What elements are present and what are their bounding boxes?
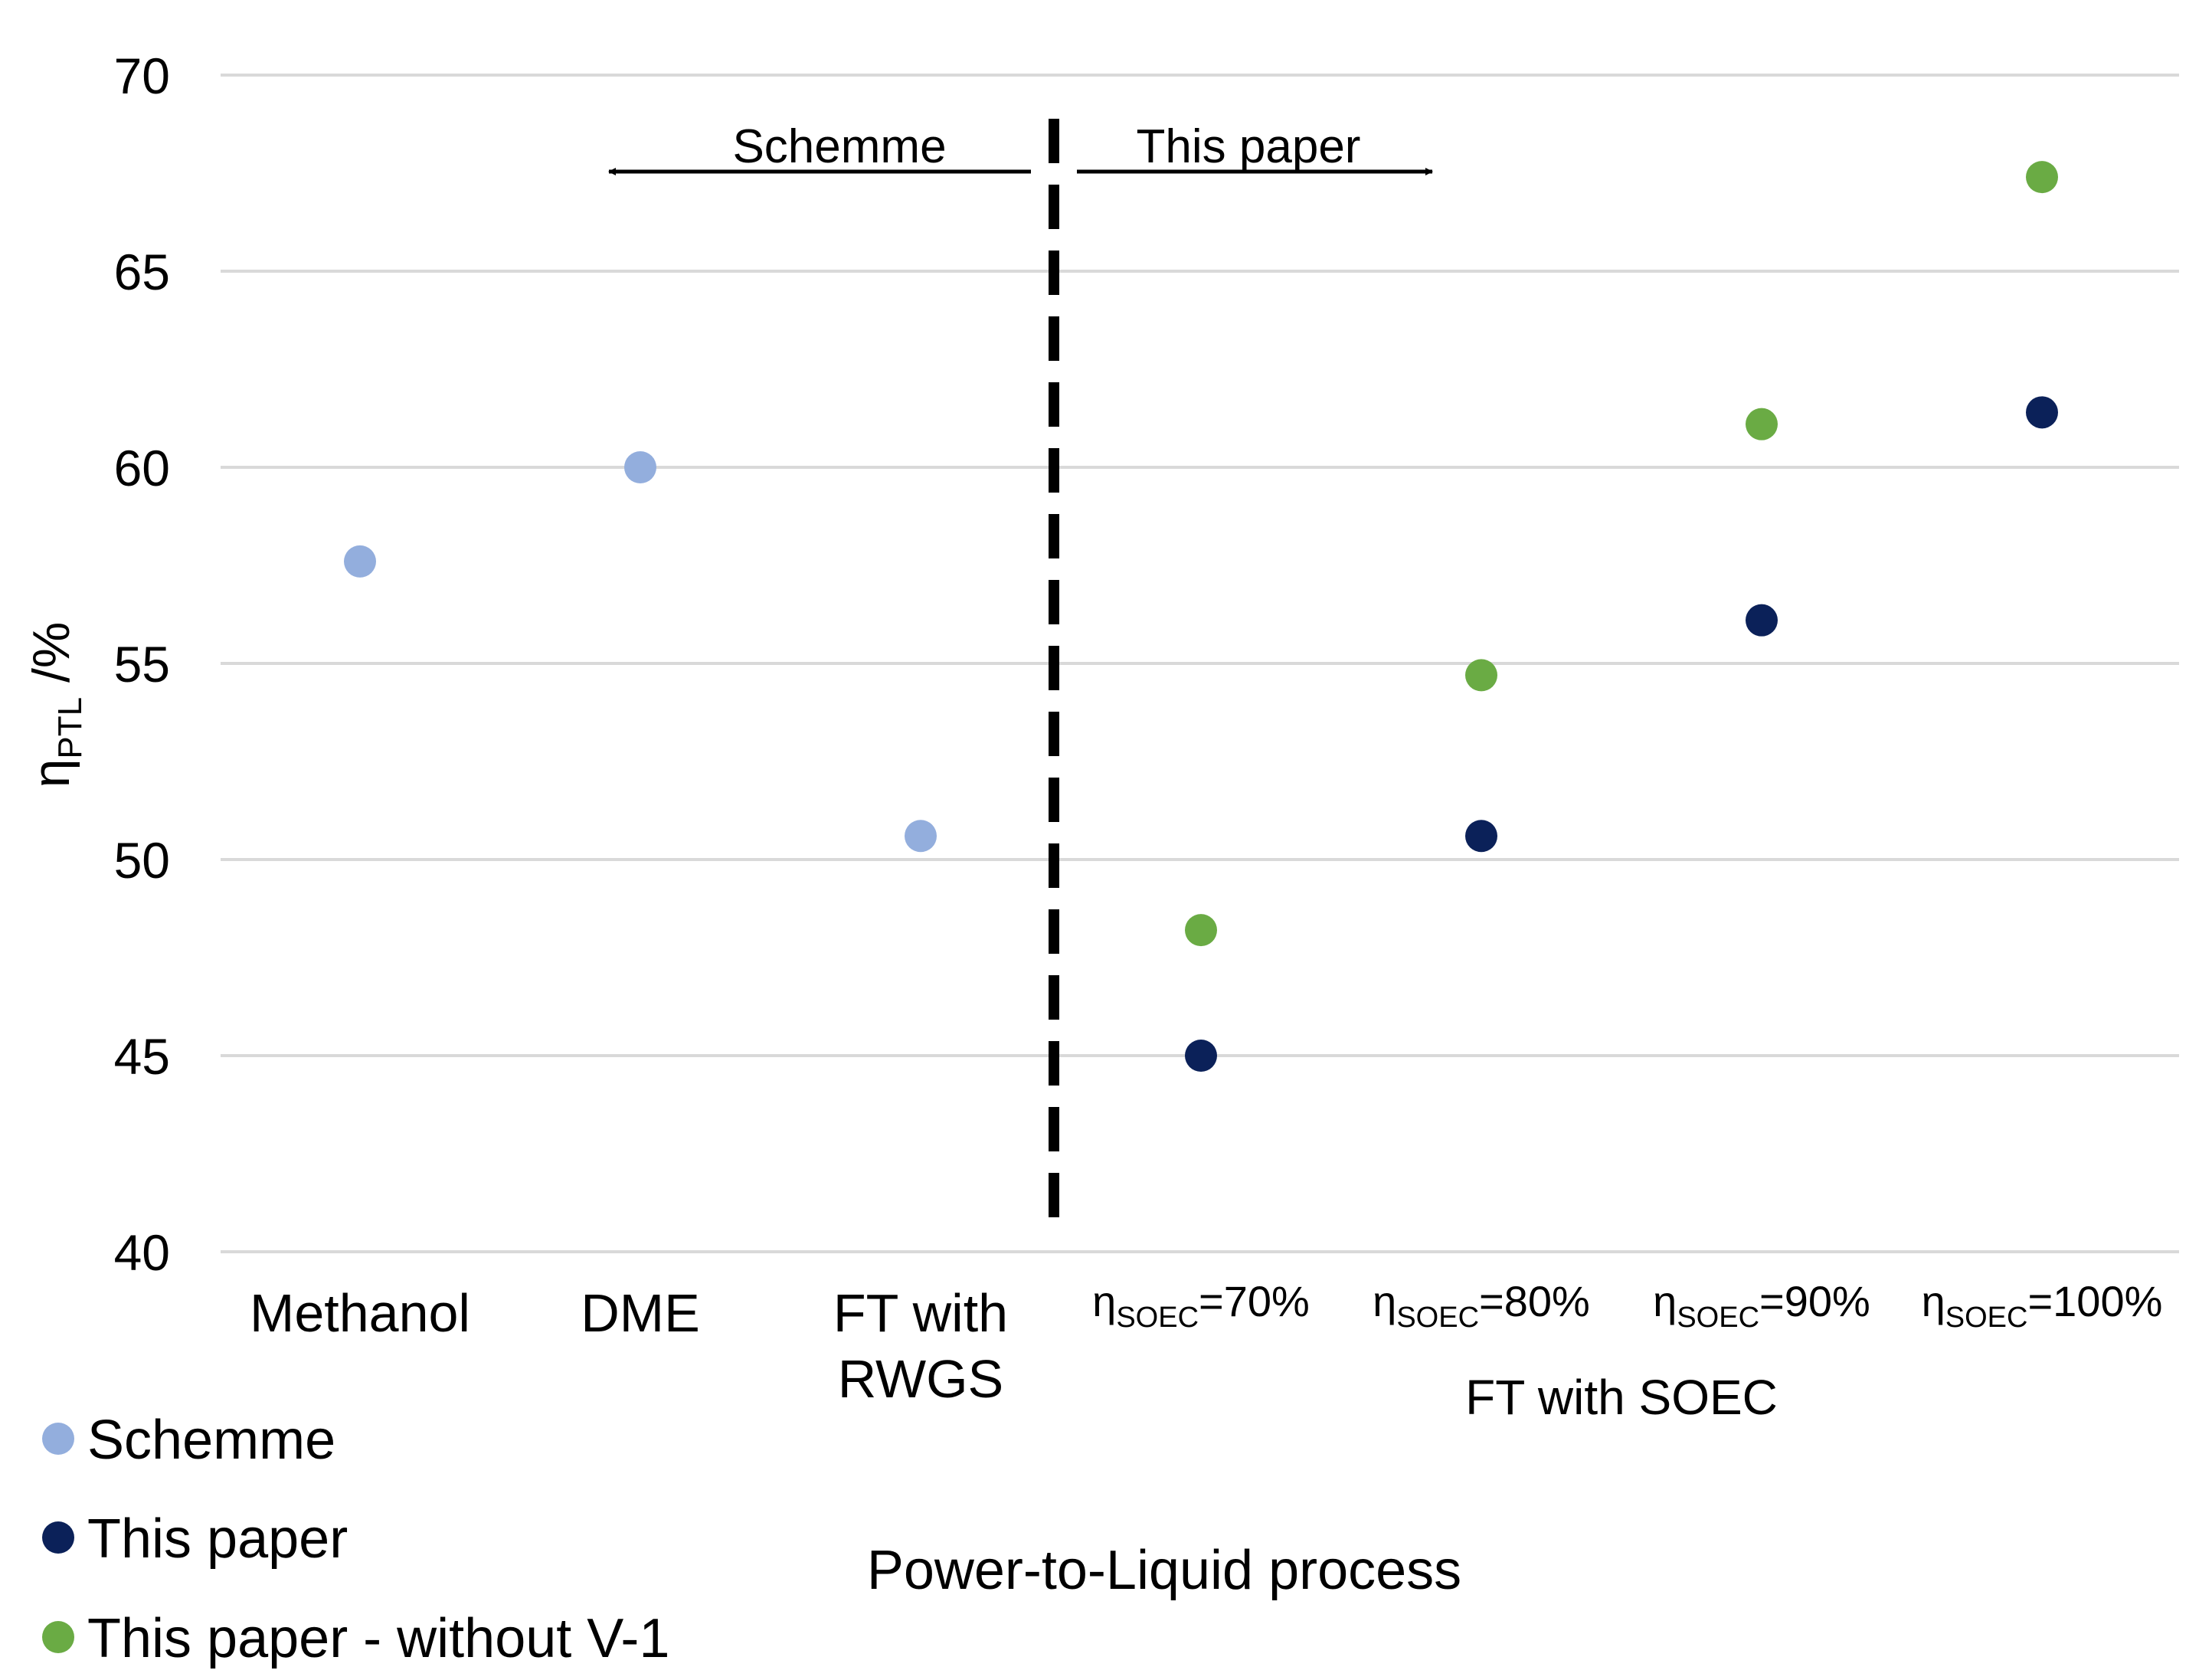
y-tick-label: 65 (114, 244, 170, 300)
y-tick-label: 55 (114, 636, 170, 693)
y-tick-label: 40 (114, 1224, 170, 1281)
y-tick-label: 60 (114, 440, 170, 496)
x-category-label: ηSOEC=80% (1373, 1277, 1590, 1334)
data-point (624, 451, 656, 483)
data-point (1746, 408, 1778, 440)
data-points (344, 161, 2058, 1072)
data-point (905, 820, 937, 853)
x-category-label: Methanol (250, 1283, 470, 1343)
data-point (2026, 396, 2058, 429)
legend-marker (42, 1521, 74, 1554)
annotation-this-paper: This paper (1137, 120, 1361, 173)
y-tick-label: 50 (114, 832, 170, 889)
legend-label: Schemme (87, 1410, 335, 1471)
x-category-label: ηSOEC=70% (1092, 1277, 1310, 1334)
x-axis-title: Power-to-Liquid process (867, 1540, 1461, 1601)
y-tick-label: 70 (114, 47, 170, 104)
x-category-label: RWGS (838, 1349, 1004, 1409)
y-tick-labels: 40 45 50 55 60 65 70 (114, 47, 170, 1281)
legend-marker (42, 1423, 74, 1455)
annotation-schemme: Schemme (732, 120, 946, 173)
data-point (2026, 161, 2058, 194)
data-point (1465, 659, 1497, 692)
data-point (1185, 1040, 1217, 1072)
x-category-label: ηSOEC=100% (1922, 1277, 2163, 1334)
y-tick-label: 45 (114, 1028, 170, 1085)
y-axis-title: ηPTL /% (22, 622, 89, 788)
legend-marker (42, 1621, 74, 1653)
data-point (344, 545, 376, 578)
data-point (1185, 914, 1217, 947)
gridlines (221, 74, 2179, 1253)
data-point (1465, 820, 1497, 853)
x-group-label: FT with SOEC (1465, 1370, 1778, 1425)
data-point (1746, 604, 1778, 637)
axis-titles: Power-to-Liquid process ηPTL /% (22, 622, 1461, 1601)
x-category-label: FT with (833, 1283, 1008, 1343)
legend: Schemme This paper This paper - without V-… (42, 1410, 669, 1669)
annotations: Schemme This paper (608, 120, 1433, 175)
x-category-label: DME (581, 1283, 700, 1343)
legend-label: This paper - without V-1 (87, 1608, 669, 1669)
legend-label: This paper (87, 1508, 348, 1570)
x-category-label: ηSOEC=90% (1653, 1277, 1870, 1334)
